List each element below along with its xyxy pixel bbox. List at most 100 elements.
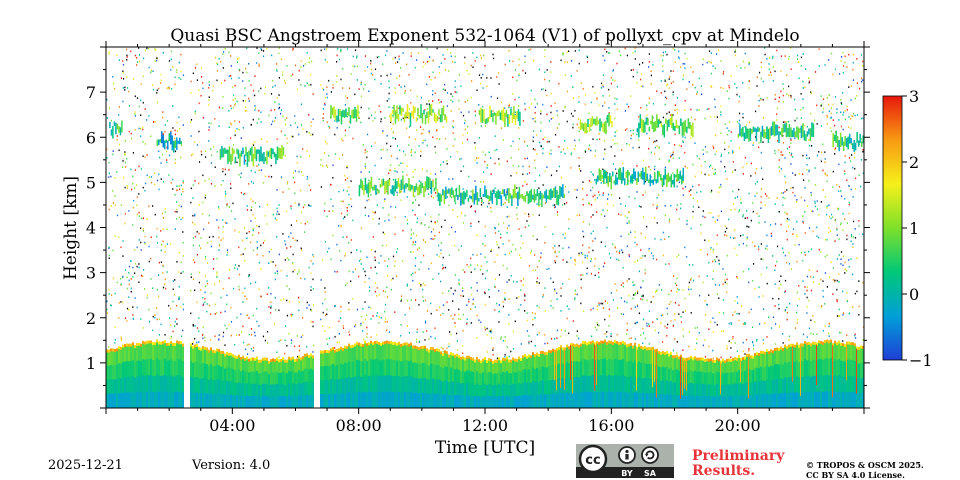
noise-speckle <box>300 103 303 106</box>
noise-speckle <box>738 95 741 98</box>
boundary-layer-top-cell <box>330 348 332 352</box>
noise-speckle <box>434 151 437 154</box>
noise-speckle <box>510 145 512 147</box>
boundary-layer-cell <box>698 395 700 408</box>
noise-speckle <box>746 162 748 165</box>
noise-speckle <box>734 51 736 53</box>
noise-speckle <box>454 55 456 58</box>
noise-speckle <box>156 318 158 321</box>
noise-speckle <box>712 331 714 333</box>
noise-speckle <box>270 312 272 314</box>
boundary-layer-cell <box>710 384 712 397</box>
boundary-layer-top-cell <box>720 360 722 364</box>
noise-speckle <box>160 261 163 264</box>
noise-speckle <box>658 118 660 121</box>
noise-speckle <box>210 245 213 248</box>
noise-speckle <box>508 323 510 325</box>
noise-speckle <box>146 47 148 50</box>
noise-speckle <box>478 220 480 223</box>
noise-speckle <box>362 88 365 90</box>
noise-speckle <box>542 88 544 90</box>
noise-speckle <box>696 109 698 111</box>
noise-speckle <box>124 166 127 168</box>
noise-speckle <box>438 244 440 247</box>
noise-speckle <box>732 237 735 239</box>
boundary-layer-top-cell <box>616 341 618 345</box>
boundary-layer-cell <box>424 377 426 394</box>
boundary-layer-cell <box>526 382 528 396</box>
boundary-layer-cell <box>328 352 330 367</box>
noise-speckle <box>250 220 252 222</box>
boundary-layer-cell <box>216 364 218 380</box>
boundary-layer-cell <box>662 366 664 381</box>
noise-speckle <box>118 143 121 146</box>
noise-speckle <box>410 288 412 291</box>
noise-speckle <box>636 321 638 324</box>
boundary-layer-cell <box>394 391 396 408</box>
noise-speckle <box>476 289 478 292</box>
noise-speckle <box>734 311 736 313</box>
noise-speckle <box>636 71 638 74</box>
noise-speckle <box>522 284 524 286</box>
boundary-layer-cell <box>730 384 732 397</box>
noise-speckle <box>182 329 184 332</box>
boundary-layer-cell <box>110 379 112 395</box>
noise-speckle <box>654 168 656 171</box>
noise-speckle <box>722 283 724 285</box>
noise-speckle <box>742 81 744 84</box>
noise-speckle <box>422 296 424 298</box>
noise-speckle <box>140 127 142 130</box>
noise-speckle <box>696 191 698 194</box>
noise-speckle <box>406 283 408 286</box>
noise-speckle <box>464 128 466 131</box>
noise-speckle <box>580 287 582 289</box>
boundary-layer-cell <box>548 365 550 381</box>
boundary-layer-cell <box>336 379 338 395</box>
boundary-layer-cell <box>540 380 542 395</box>
noise-speckle <box>286 142 288 144</box>
noise-speckle <box>364 83 366 86</box>
noise-speckle <box>208 214 210 217</box>
noise-speckle <box>222 107 224 109</box>
noise-speckle <box>738 119 741 122</box>
boundary-layer-cell <box>352 362 354 378</box>
noise-speckle <box>270 307 272 309</box>
noise-speckle <box>690 66 692 69</box>
noise-speckle <box>718 186 720 189</box>
noise-speckle <box>450 287 452 289</box>
noise-speckle <box>470 308 472 310</box>
noise-speckle <box>450 155 452 158</box>
noise-speckle <box>536 282 538 284</box>
boundary-layer-cell <box>138 376 140 393</box>
boundary-layer-top-cell <box>232 354 234 358</box>
noise-speckle <box>688 263 691 266</box>
noise-speckle <box>590 128 592 131</box>
noise-speckle <box>628 180 630 182</box>
boundary-layer-top-cell <box>644 345 646 349</box>
boundary-layer-top-cell <box>690 355 692 359</box>
noise-speckle <box>666 97 668 100</box>
noise-speckle <box>366 256 368 258</box>
boundary-layer-cell <box>614 358 616 376</box>
noise-speckle <box>554 206 556 209</box>
noise-speckle <box>400 199 402 201</box>
boundary-layer-cell <box>330 379 332 395</box>
boundary-layer-cell <box>576 361 578 378</box>
boundary-layer-cell <box>542 380 544 395</box>
noise-speckle <box>586 194 588 196</box>
noise-speckle <box>630 137 632 140</box>
noise-speckle <box>344 129 346 132</box>
noise-speckle <box>620 297 622 299</box>
noise-speckle <box>584 254 586 257</box>
noise-speckle <box>372 211 374 213</box>
boundary-layer-cell <box>328 380 330 395</box>
boundary-layer-cell <box>156 391 158 408</box>
boundary-layer-top-cell <box>364 340 366 344</box>
noise-speckle <box>370 307 372 309</box>
noise-speckle <box>502 243 504 245</box>
noise-speckle <box>618 250 621 253</box>
noise-speckle <box>192 153 194 155</box>
boundary-layer-streak <box>570 345 571 381</box>
noise-speckle <box>220 183 222 186</box>
noise-speckle <box>738 319 740 322</box>
